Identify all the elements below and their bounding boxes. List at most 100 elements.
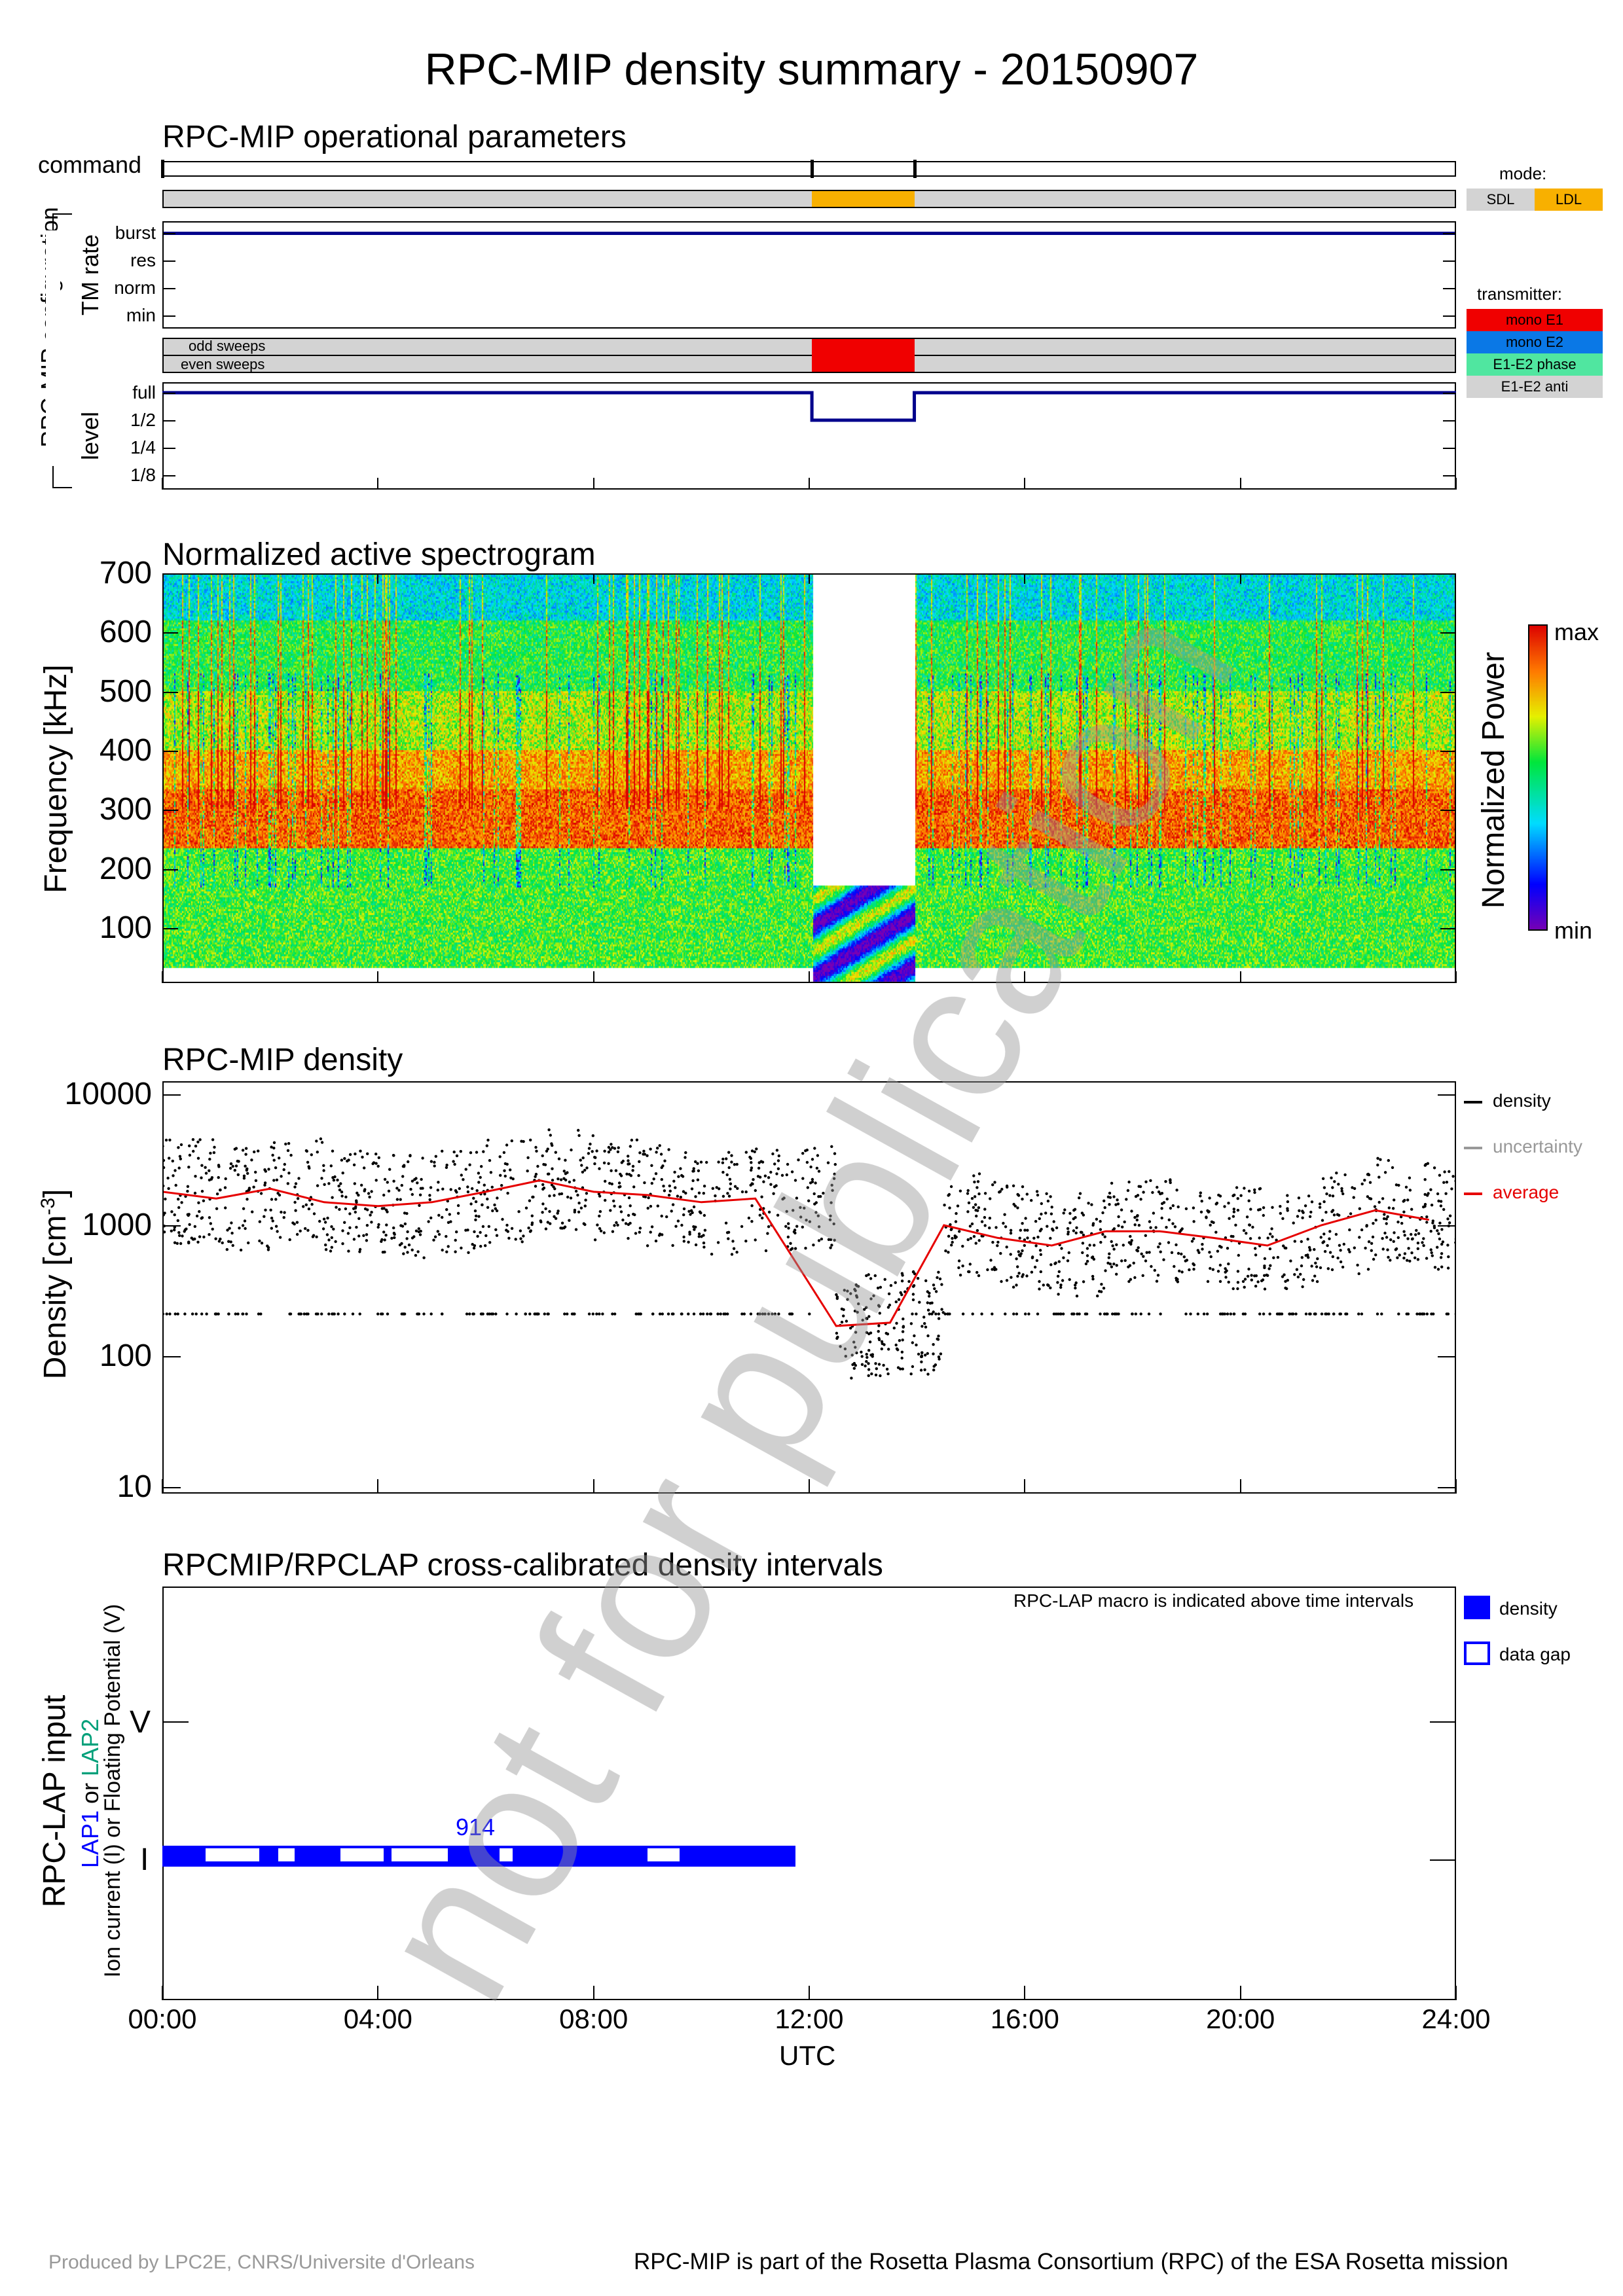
density-point <box>751 1182 754 1186</box>
x-tick <box>1024 1479 1026 1494</box>
density-point <box>1253 1191 1256 1194</box>
density-point <box>744 1190 748 1194</box>
density-point <box>806 1186 809 1189</box>
density-point <box>970 1196 974 1200</box>
density-point <box>932 1352 935 1355</box>
density-point <box>1184 1207 1188 1210</box>
density-point <box>1085 1247 1089 1250</box>
density-point <box>1068 1278 1071 1282</box>
density-point <box>642 1149 646 1153</box>
tm-rate-tick-label: res <box>130 250 156 270</box>
density-point <box>1209 1255 1213 1259</box>
density-point <box>1343 1173 1347 1177</box>
density-ylabel: Density [cm-3] <box>37 1189 73 1380</box>
density-point <box>1389 1238 1393 1242</box>
ops-title: RPC-MIP operational parameters <box>162 120 627 154</box>
density-point <box>322 1164 325 1167</box>
density-point <box>271 1219 274 1223</box>
lap-ylabel-sub: Ion current (I) or Floating Potential (V… <box>100 1604 125 1978</box>
density-point <box>446 1199 449 1203</box>
density-point <box>322 1217 326 1221</box>
density-point <box>1087 1202 1090 1205</box>
density-point <box>1038 1249 1042 1252</box>
density-point <box>322 1169 325 1172</box>
density-point <box>856 1285 860 1288</box>
density-point <box>1149 1179 1152 1182</box>
density-point <box>1030 1270 1034 1274</box>
density-point <box>926 1308 930 1312</box>
density-point <box>1211 1268 1215 1271</box>
density-point <box>1313 1274 1317 1278</box>
density-point <box>1416 1242 1420 1245</box>
density-point <box>1422 1244 1425 1247</box>
density-point <box>515 1312 518 1316</box>
density-point <box>283 1211 286 1214</box>
density-point <box>244 1227 247 1230</box>
density-point <box>1446 1217 1450 1221</box>
density-point <box>1330 1176 1333 1179</box>
density-point <box>617 1185 621 1189</box>
density-point <box>449 1220 452 1223</box>
density-point <box>792 1209 795 1212</box>
x-tick-label: 16:00 <box>990 2003 1059 2034</box>
density-point <box>697 1191 701 1194</box>
density-point <box>472 1196 475 1200</box>
density-point <box>1159 1192 1162 1196</box>
density-point <box>177 1166 181 1170</box>
density-point <box>1385 1236 1389 1239</box>
density-point <box>280 1210 283 1214</box>
density-point <box>666 1312 670 1316</box>
density-point <box>484 1244 487 1247</box>
density-point <box>820 1237 824 1241</box>
density-point <box>609 1209 612 1212</box>
density-point <box>1282 1244 1285 1247</box>
density-point <box>1115 1312 1119 1316</box>
density-point <box>1156 1185 1159 1189</box>
density-ytick <box>162 1094 181 1096</box>
density-point <box>429 1186 433 1189</box>
density-point <box>793 1229 797 1232</box>
x-tick <box>809 478 810 490</box>
density-point <box>604 1179 607 1183</box>
density-point <box>595 1312 598 1316</box>
density-point <box>587 1152 591 1155</box>
density-point <box>338 1188 342 1192</box>
x-tick <box>1455 971 1457 983</box>
density-point <box>878 1312 882 1315</box>
density-point <box>631 1169 634 1172</box>
density-point <box>747 1216 751 1220</box>
density-point <box>1049 1286 1052 1289</box>
density-point <box>479 1230 482 1234</box>
density-point <box>1056 1274 1060 1278</box>
density-point <box>176 1312 179 1316</box>
x-tick <box>809 971 810 983</box>
density-point <box>629 1204 632 1208</box>
density-point <box>1049 1212 1053 1215</box>
density-point <box>294 1182 298 1185</box>
density-point <box>872 1294 875 1297</box>
density-point <box>1439 1204 1443 1208</box>
density-point <box>534 1172 538 1176</box>
density-point <box>173 1241 177 1244</box>
density-point <box>732 1247 736 1250</box>
spectrogram-ytick-right <box>1440 810 1456 812</box>
density-point <box>1157 1246 1160 1249</box>
density-point <box>1430 1251 1433 1255</box>
density-point <box>693 1228 696 1231</box>
density-point <box>324 1243 327 1247</box>
density-point <box>1057 1312 1060 1316</box>
density-point <box>524 1206 528 1210</box>
level-tick <box>162 420 175 422</box>
density-point <box>316 1184 319 1187</box>
density-point <box>1010 1276 1013 1279</box>
density-point <box>1269 1232 1272 1236</box>
density-point <box>948 1206 951 1210</box>
density-point <box>867 1374 870 1377</box>
density-point <box>1367 1173 1371 1177</box>
density-point <box>1052 1312 1056 1316</box>
density-point <box>1214 1202 1218 1206</box>
density-point <box>833 1238 836 1242</box>
density-point <box>991 1240 994 1244</box>
density-point <box>1135 1218 1139 1222</box>
density-point <box>909 1372 913 1376</box>
